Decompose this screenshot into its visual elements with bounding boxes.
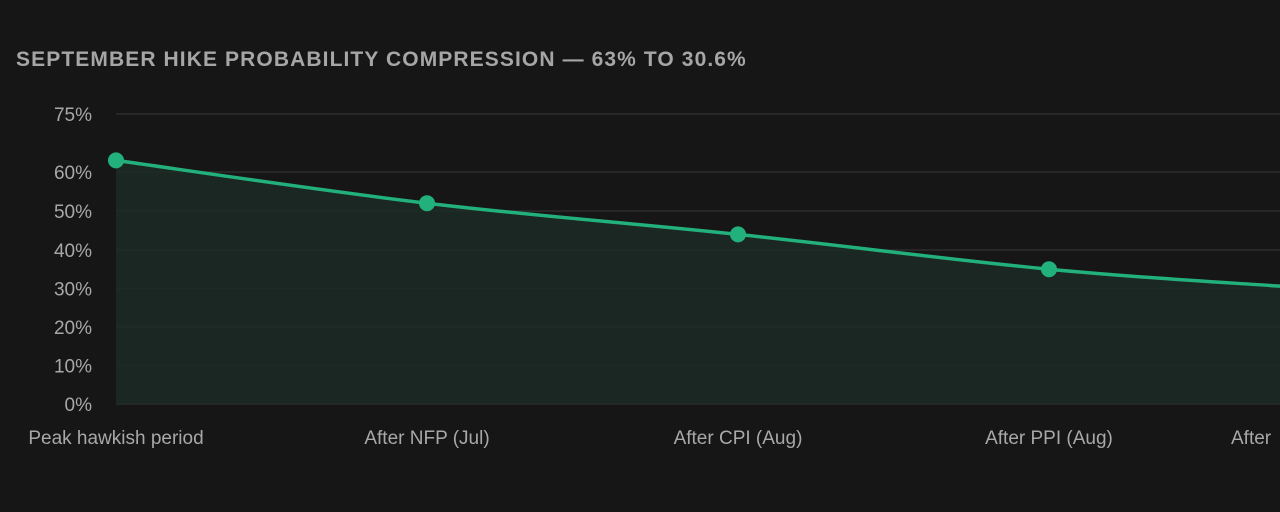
x-tick-label: After CPI (Aug) [674,428,803,449]
x-tick-layer: Peak hawkish period After NFP (Jul) After … [28,428,1271,449]
chart-title: SEPTEMBER HIKE PROBABILITY COMPRESSION —… [16,48,747,71]
y-tick-label: 60% [54,163,92,184]
y-tick-layer: 0% 10% 20% 30% 40% 50% 60% 75% [54,105,92,416]
data-point[interactable] [1041,261,1057,278]
y-tick-label: 75% [54,105,92,126]
point-layer [108,152,1057,278]
series-area [116,160,1280,404]
y-tick-label: 30% [54,280,92,301]
y-tick-label: 0% [65,395,93,416]
x-tick-label: After [1231,428,1272,449]
data-point[interactable] [108,152,124,169]
x-tick-label: After PPI (Aug) [985,428,1113,449]
x-tick-label: After NFP (Jul) [364,428,489,449]
y-tick-label: 50% [54,202,92,223]
y-tick-label: 10% [54,357,92,378]
area-layer [116,160,1280,404]
data-point[interactable] [419,195,435,212]
y-tick-label: 20% [54,318,92,339]
data-point[interactable] [730,226,746,243]
y-tick-label: 40% [54,241,92,262]
x-tick-label: Peak hawkish period [28,428,203,449]
